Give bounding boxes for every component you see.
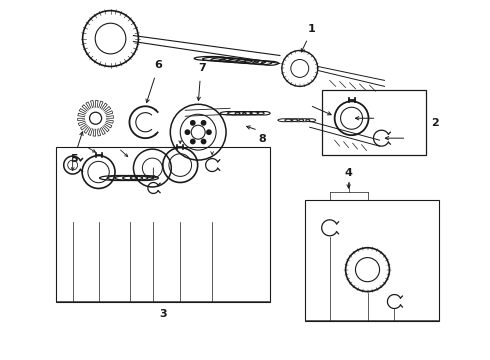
Bar: [56, 147, 270, 302]
Text: 2: 2: [431, 118, 439, 128]
Text: 6: 6: [154, 60, 162, 71]
Bar: [305, 200, 439, 321]
Text: 5: 5: [70, 154, 77, 164]
Text: 8: 8: [258, 134, 266, 144]
Circle shape: [201, 139, 206, 144]
Circle shape: [191, 121, 195, 125]
Circle shape: [191, 139, 195, 144]
Text: 1: 1: [308, 23, 316, 33]
Bar: [322, 90, 426, 155]
Text: 3: 3: [159, 310, 167, 319]
Text: 4: 4: [344, 168, 352, 178]
Circle shape: [185, 130, 190, 134]
Text: 7: 7: [198, 63, 206, 73]
Circle shape: [207, 130, 211, 134]
Circle shape: [201, 121, 206, 125]
